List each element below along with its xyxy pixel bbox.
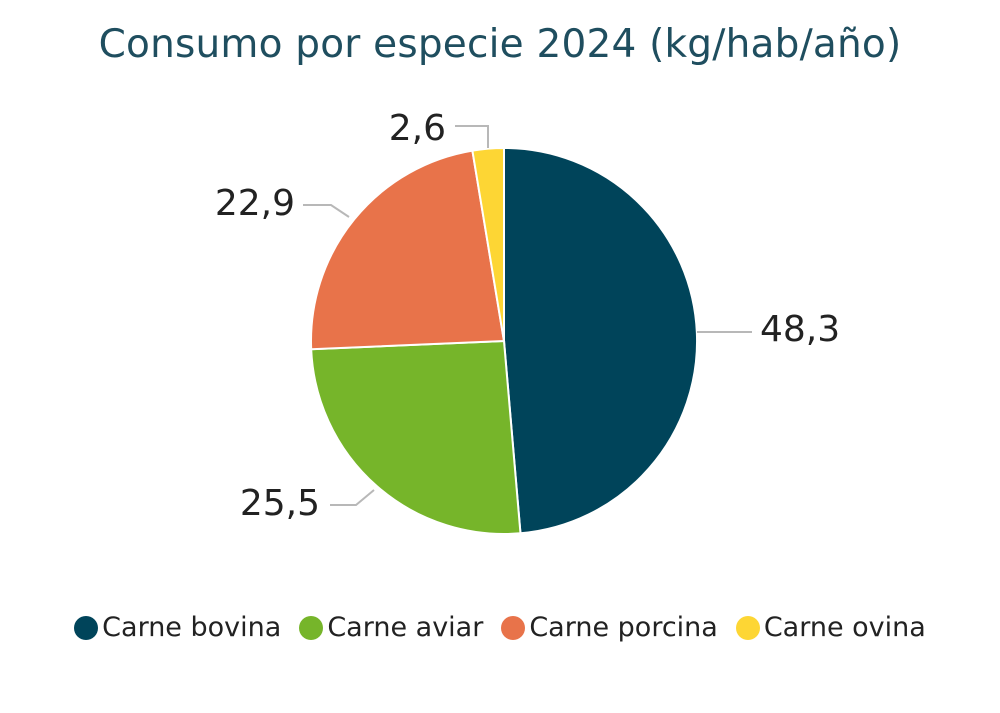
leader-line	[455, 125, 489, 148]
legend-swatch	[299, 615, 324, 640]
pie-slice-carne-bovina	[503, 146, 699, 535]
legend-label: Carne porcina	[529, 612, 718, 643]
legend-item: Carne ovina	[735, 612, 926, 643]
chart-legend: Carne bovina Carne aviar Carne porcina Carn…	[0, 612, 1000, 643]
data-label: 25,5	[240, 483, 320, 524]
label-leader-lines	[303, 125, 752, 506]
legend-swatch	[501, 615, 526, 640]
leader-line	[303, 204, 350, 218]
pie-slice-carne-porcina	[310, 149, 506, 351]
legend-swatch	[735, 615, 760, 640]
legend-item: Carne bovina	[74, 612, 281, 643]
data-labels: 48,3 25,5 22,9 2,6	[215, 108, 840, 524]
pie-slice-carne-aviar	[310, 339, 522, 535]
pie-slices	[310, 146, 699, 535]
data-label: 48,3	[760, 309, 840, 350]
legend-item: Carne porcina	[501, 612, 718, 643]
pie-slice-carne-ovina	[471, 146, 505, 342]
legend-label: Carne ovina	[763, 612, 926, 643]
legend-item: Carne aviar	[299, 612, 483, 643]
chart-title: Consumo por especie 2024 (kg/hab/año)	[98, 22, 902, 67]
legend-label: Carne bovina	[102, 612, 282, 643]
legend-swatch	[74, 615, 99, 640]
leader-line	[330, 489, 375, 506]
data-label: 2,6	[389, 108, 446, 149]
data-label: 22,9	[215, 183, 295, 224]
legend-label: Carne aviar	[327, 612, 484, 643]
